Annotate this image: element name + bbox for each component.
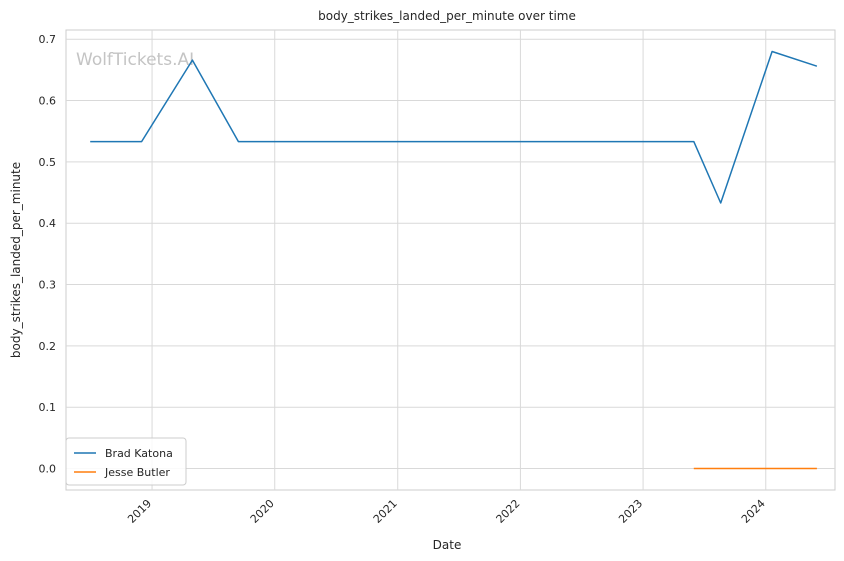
legend: Brad Katona Jesse Butler — [65, 437, 187, 486]
x-tick-label: 2019 — [125, 497, 154, 526]
y-tick-label: 0.6 — [39, 95, 57, 108]
series-layer — [90, 50, 818, 470]
chart-title: body_strikes_landed_per_minute over time — [318, 9, 576, 23]
y-tick-label: 0.4 — [39, 217, 57, 230]
y-tick-labels: 0.0 0.1 0.2 0.3 0.4 0.5 0.6 0.7 — [39, 33, 57, 475]
plot-area — [65, 29, 836, 491]
y-axis-label: body_strikes_landed_per_minute — [9, 162, 23, 358]
x-tick-label: 2020 — [248, 497, 277, 526]
x-axis-label: Date — [433, 538, 462, 552]
y-tick-label: 0.2 — [39, 340, 57, 353]
x-tick-label: 2024 — [739, 497, 768, 526]
x-tick-label: 2023 — [616, 497, 645, 526]
y-tick-label: 0.7 — [39, 33, 57, 46]
x-tick-labels: 2019 2020 2021 2022 2023 2024 — [125, 497, 768, 526]
grid — [66, 30, 835, 490]
legend-label-jesse-butler: Jesse Butler — [104, 466, 170, 479]
legend-label-brad-katona: Brad Katona — [105, 447, 173, 460]
legend-box — [65, 437, 187, 486]
series-line-brad-katona — [90, 50, 818, 204]
y-tick-label: 0.5 — [39, 156, 57, 169]
y-tick-label: 0.1 — [39, 401, 57, 414]
x-tick-label: 2022 — [494, 497, 523, 526]
y-tick-label: 0.0 — [39, 463, 57, 476]
watermark: WolfTickets.AI — [76, 50, 194, 70]
y-tick-label: 0.3 — [39, 279, 57, 292]
x-tick-label: 2021 — [371, 497, 400, 526]
